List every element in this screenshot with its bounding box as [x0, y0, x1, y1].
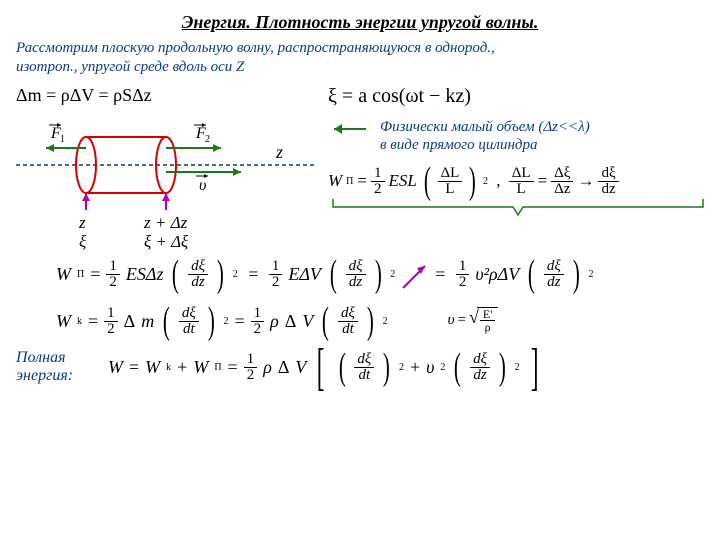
volume-note: Физически малый объем (Δz<<λ) в виде пря…: [380, 118, 590, 154]
wp-chain-equation: WП = 12 ESL ( ΔLL )2 , ΔLL = ΔξΔz → dξdz: [328, 166, 708, 197]
intro-text: Рассмотрим плоскую продольную волну, рас…: [16, 39, 704, 77]
svg-text:ξ: ξ: [79, 232, 87, 250]
bracket-down-icon: [328, 197, 708, 217]
intro-line-1: Рассмотрим плоскую продольную волну, рас…: [16, 40, 495, 56]
arrow-left-icon: [328, 118, 368, 140]
svg-text:z + Δz: z + Δz: [143, 213, 188, 232]
velocity-definition: υ = √E'ρ: [448, 307, 499, 333]
wp-expanded-equation: WП = 12 ESΔz (dξdz)2 = 12 EΔV (dξdz)2 = …: [56, 258, 704, 292]
page-title: Энергия. Плотность энергии упругой волны…: [16, 12, 704, 33]
svg-text:ξ + Δξ: ξ + Δξ: [144, 232, 189, 250]
wk-equation: Wk = 12 Δm (dξdt)2 = 12 ρΔV (dξdt)2: [56, 306, 388, 337]
total-energy-equation: W = Wk + WП = 12 ρΔV [ (dξdt)2 + υ2 (dξd…: [108, 347, 543, 389]
intro-line-2: изотроп., упругой среде вдоль оси Z: [16, 59, 244, 75]
svg-text:1: 1: [60, 134, 65, 145]
svg-text:z: z: [275, 142, 283, 162]
wave-equation: ξ = a cos(ωt − kz): [328, 85, 708, 108]
total-energy-label: Полная энергия:: [16, 349, 96, 386]
svg-text:2: 2: [205, 134, 210, 145]
svg-text:υ: υ: [199, 177, 206, 194]
mass-equation: Δm = ρΔV = ρSΔz: [16, 85, 316, 106]
arrow-purple-icon: [397, 258, 433, 292]
svg-text:z: z: [78, 213, 86, 232]
cylinder-diagram: F1 F2 υ z z ξ z + Δz ξ + Δξ: [16, 110, 316, 250]
